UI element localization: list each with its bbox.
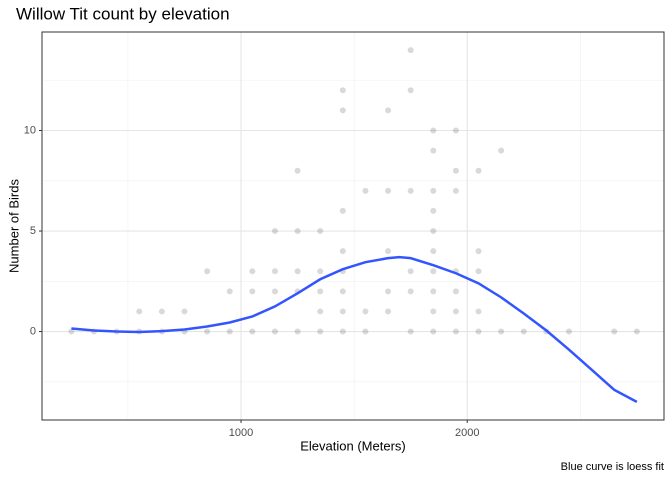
point: [633, 328, 640, 335]
point: [430, 228, 437, 235]
point: [317, 268, 324, 275]
point: [339, 328, 346, 335]
point: [475, 328, 482, 335]
point: [317, 228, 324, 235]
point: [249, 288, 256, 295]
x-tick-label: 2000: [455, 427, 479, 439]
point: [566, 328, 573, 335]
point: [226, 328, 233, 335]
y-axis-title: Number of Birds: [6, 179, 21, 273]
point: [385, 308, 392, 315]
point: [430, 207, 437, 214]
point: [362, 328, 369, 335]
point: [475, 308, 482, 315]
point: [407, 187, 414, 194]
point: [520, 328, 527, 335]
point: [385, 288, 392, 295]
point: [294, 268, 301, 275]
point: [407, 288, 414, 295]
x-tick-label: 1000: [229, 427, 253, 439]
point: [430, 328, 437, 335]
point: [294, 228, 301, 235]
point: [294, 167, 301, 174]
point: [317, 328, 324, 335]
point: [204, 328, 211, 335]
point: [452, 288, 459, 295]
point: [611, 328, 618, 335]
point: [430, 248, 437, 255]
y-tick-label: 5: [30, 225, 36, 237]
point: [452, 187, 459, 194]
loess-curve: [71, 255, 638, 404]
point: [452, 308, 459, 315]
point: [430, 288, 437, 295]
point: [430, 268, 437, 275]
point: [226, 288, 233, 295]
point: [407, 87, 414, 94]
point: [339, 87, 346, 94]
point: [385, 248, 392, 255]
point: [407, 47, 414, 54]
point: [430, 308, 437, 315]
point: [249, 328, 256, 335]
point: [498, 328, 505, 335]
point: [68, 328, 75, 335]
point: [385, 187, 392, 194]
point: [317, 308, 324, 315]
point: [339, 207, 346, 214]
point: [271, 328, 278, 335]
point: [407, 328, 414, 335]
point: [339, 107, 346, 114]
point: [158, 308, 165, 315]
x-axis-title: Elevation (Meters): [300, 438, 405, 453]
point: [249, 268, 256, 275]
point: [339, 288, 346, 295]
point: [136, 308, 143, 315]
point: [452, 328, 459, 335]
chart-title: Willow Tit count by elevation: [16, 4, 230, 23]
y-tick-label: 0: [30, 325, 36, 337]
point: [271, 268, 278, 275]
point: [475, 268, 482, 275]
point: [362, 308, 369, 315]
y-tick-label: 10: [24, 124, 36, 136]
caption: Blue curve is loess fit: [561, 461, 664, 473]
point: [452, 167, 459, 174]
point: [204, 268, 211, 275]
point: [339, 248, 346, 255]
point: [271, 228, 278, 235]
point: [181, 308, 188, 315]
point: [498, 147, 505, 154]
point: [430, 147, 437, 154]
point: [407, 268, 414, 275]
point: [475, 248, 482, 255]
point: [475, 167, 482, 174]
point: [430, 187, 437, 194]
point: [430, 127, 437, 134]
point: [339, 308, 346, 315]
panel-border: [41, 31, 665, 421]
point: [317, 288, 324, 295]
point: [452, 127, 459, 134]
point: [294, 328, 301, 335]
point: [385, 107, 392, 114]
point: [362, 187, 369, 194]
point: [271, 288, 278, 295]
